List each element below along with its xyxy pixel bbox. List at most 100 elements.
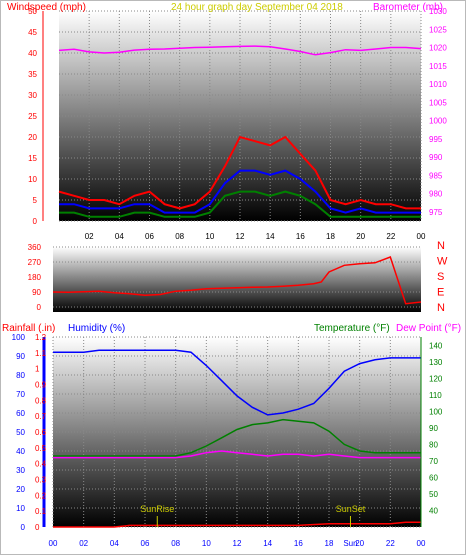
temperature-tick-label: 110 xyxy=(429,391,442,400)
rainfall-tick-label: 1.1 xyxy=(35,349,47,358)
humidity-tick-label: 70 xyxy=(16,390,25,399)
humidity-tick-label: 30 xyxy=(16,466,25,475)
rainfall-tick-label: 1 xyxy=(35,365,40,374)
rainfall-tick-label: 0.4 xyxy=(35,460,47,469)
temperature-axis-label: Temperature (°F) xyxy=(314,323,390,334)
rainfall-tick-label: 0.8 xyxy=(35,396,47,405)
wind-x-tick-label: 04 xyxy=(115,232,124,241)
humidity-tick-label: 10 xyxy=(16,504,25,513)
temperature-tick-label: 40 xyxy=(429,506,438,515)
humidity-tick-label: 50 xyxy=(16,428,25,437)
wind-x-tick-label: 08 xyxy=(175,232,184,241)
direction-grid xyxy=(53,246,421,308)
wind-grid xyxy=(59,10,422,222)
humidity-tick-label: 40 xyxy=(16,447,25,456)
wind-tick-label: 35 xyxy=(28,70,37,79)
temperature-tick-label: 60 xyxy=(429,473,438,482)
barometer-tick-label: 980 xyxy=(429,190,443,199)
wind-series-line xyxy=(59,190,421,218)
temp-x-tick-label: 20 xyxy=(355,539,364,548)
rainfall-tick-label: 0 xyxy=(35,523,40,532)
dewpoint-axis-label: Dew Point (°F) xyxy=(396,323,461,334)
rainfall-tick-label: 1.2 xyxy=(35,333,47,342)
direction-tick-label: 360 xyxy=(28,243,42,252)
wind-tick-label: 15 xyxy=(28,154,37,163)
temperature-tick-label: 90 xyxy=(429,424,438,433)
barometer-tick-label: 995 xyxy=(429,135,443,144)
wind-x-tick-label: 20 xyxy=(356,232,365,241)
wind-series xyxy=(58,45,422,218)
barometer-axis-label: Barometer (mb) xyxy=(373,2,443,13)
barometer-tick-label: 990 xyxy=(429,153,443,162)
compass-label: S xyxy=(437,271,444,283)
wind-x-tick-label: 06 xyxy=(145,232,154,241)
temperature-tick-label: 100 xyxy=(429,407,443,416)
humidity-tick-label: 100 xyxy=(12,333,26,342)
wind-x-tick-label: 22 xyxy=(386,232,395,241)
temperature-tick-label: 130 xyxy=(429,358,443,367)
barometer-tick-label: 1015 xyxy=(429,62,447,71)
rainfall-tick-label: 0.5 xyxy=(35,444,47,453)
sun-annotation-label: SunRise xyxy=(140,504,174,514)
humidity-tick-label: 60 xyxy=(16,409,25,418)
chart-title: 24 hour graph day September 04 2018 xyxy=(171,2,343,13)
wind-x-tick-label: 14 xyxy=(266,232,275,241)
humidity-tick-label: 0 xyxy=(21,523,26,532)
temp-x-tick-label: 02 xyxy=(79,539,88,548)
barometer-tick-label: 1000 xyxy=(429,117,447,126)
wind-series-line xyxy=(58,135,421,210)
wind-tick-label: 25 xyxy=(28,112,37,121)
barometer-tick-label: 1020 xyxy=(429,44,447,53)
wind-series-line xyxy=(58,45,422,56)
temp-x-tick-label: 18 xyxy=(325,539,334,548)
rainfall-tick-label: 0.3 xyxy=(35,476,47,485)
temp-x-tick-label: 06 xyxy=(141,539,150,548)
compass-label: W xyxy=(437,256,448,268)
barometer-tick-label: 1010 xyxy=(429,80,447,89)
temp-x-tick-label: 16 xyxy=(294,539,303,548)
temp-grid xyxy=(52,336,422,528)
sun-x-label: Sun xyxy=(343,539,357,548)
wind-tick-label: 0 xyxy=(33,217,38,226)
barometer-tick-label: 1005 xyxy=(429,98,447,107)
temp-series-line xyxy=(53,349,421,416)
direction-tick-label: 90 xyxy=(32,288,41,297)
sun-annotation-label: SunSet xyxy=(336,504,366,514)
temperature-tick-label: 50 xyxy=(429,490,438,499)
temp-x-tick-label: 10 xyxy=(202,539,211,548)
wind-tick-label: 30 xyxy=(28,91,37,100)
wind-tick-label: 40 xyxy=(28,49,37,58)
wind-ticks: 0510152025303540455097598098599099510001… xyxy=(28,7,447,241)
direction-tick-label: 0 xyxy=(37,303,42,312)
barometer-tick-label: 975 xyxy=(429,208,443,217)
temp-series-line xyxy=(53,450,421,459)
rainfall-tick-label: 0.1 xyxy=(35,507,47,516)
humidity-tick-label: 20 xyxy=(16,485,25,494)
temp-x-tick-label: 00 xyxy=(417,539,426,548)
compass-label: N xyxy=(437,240,445,252)
temp-x-tick-label: 04 xyxy=(110,539,119,548)
direction-tick-label: 180 xyxy=(28,273,42,282)
compass-label: E xyxy=(437,287,444,299)
sun-annotations: SunRise SunSet xyxy=(140,504,366,527)
compass-label: N xyxy=(437,302,445,314)
rainfall-tick-label: 0.6 xyxy=(35,428,47,437)
wind-x-tick-label: 16 xyxy=(296,232,305,241)
rainfall-tick-label: 0.9 xyxy=(35,381,47,390)
rainfall-tick-label: 0.2 xyxy=(35,491,47,500)
wind-tick-label: 20 xyxy=(28,133,37,142)
wind-tick-label: 50 xyxy=(28,7,37,16)
wind-x-tick-label: 18 xyxy=(326,232,335,241)
wind-axis-label: Windspeed (mph) xyxy=(7,2,86,13)
wind-x-tick-label: 00 xyxy=(417,232,426,241)
rainfall-axis-label: Rainfall (.in) xyxy=(2,323,55,334)
temp-x-tick-label: 08 xyxy=(171,539,180,548)
direction-series-line xyxy=(52,256,422,305)
barometer-tick-label: 985 xyxy=(429,171,443,180)
temp-ticks: 010203040506070809010000.10.20.30.40.50.… xyxy=(12,333,443,548)
temp-series-line xyxy=(53,521,421,528)
wind-x-tick-label: 02 xyxy=(85,232,94,241)
wind-x-tick-label: 12 xyxy=(236,232,245,241)
direction-series xyxy=(52,256,422,305)
